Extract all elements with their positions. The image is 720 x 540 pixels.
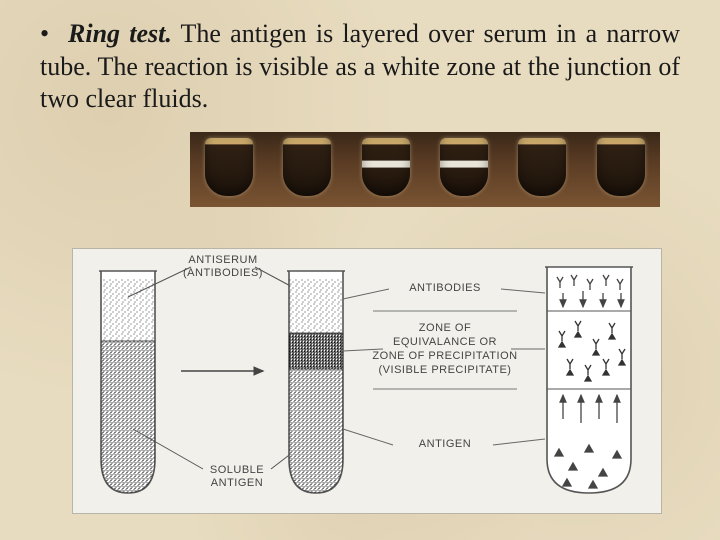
ring-test-diagram: ANTISERUM (ANTIBODIES) SOLUBLE ANTIGEN A… [72, 248, 662, 514]
tube-1 [99, 271, 157, 493]
label-antiserum-2: (ANTIBODIES) [183, 267, 263, 279]
photo-strip [190, 132, 660, 207]
tube-3 [545, 267, 633, 493]
label-zone-1: ZONE OF [419, 322, 471, 334]
vessel-1 [190, 138, 268, 207]
label-antigen: ANTIGEN [419, 438, 471, 450]
diagram-svg: ANTISERUM (ANTIBODIES) SOLUBLE ANTIGEN A… [73, 249, 661, 513]
vessel-3 [347, 138, 425, 207]
label-antiserum-1: ANTISERUM [188, 254, 257, 266]
bullet-marker: • [40, 18, 68, 51]
label-antibodies: ANTIBODIES [409, 282, 481, 294]
label-soluble-1: SOLUBLE [210, 464, 264, 476]
bullet-title: Ring test. [68, 19, 172, 48]
bullet-paragraph: •Ring test. The antigen is layered over … [40, 18, 680, 116]
label-zone-3: ZONE OF PRECIPITATION [372, 350, 517, 362]
tube-2 [287, 271, 345, 493]
vessel-4 [425, 138, 503, 207]
label-zone-4: (VISIBLE PRECIPITATE) [379, 364, 512, 376]
vessel-6 [582, 138, 660, 207]
label-soluble-2: ANTIGEN [211, 477, 263, 489]
label-zone-2: EQUIVALANCE OR [393, 336, 497, 348]
vessel-2 [268, 138, 346, 207]
vessel-5 [503, 138, 581, 207]
